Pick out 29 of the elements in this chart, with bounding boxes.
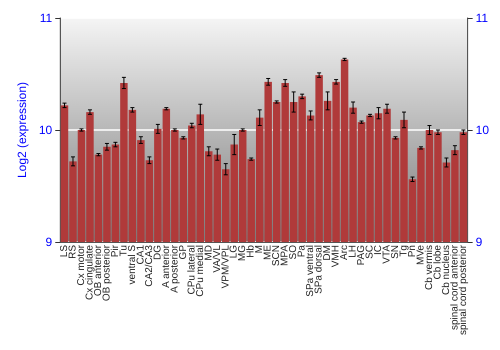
y-axis-title: Log2 (expression) <box>15 82 29 178</box>
x-tick-label: A posterior <box>169 244 180 293</box>
x-tick-label: RS <box>67 244 78 259</box>
x-tick-label: Pn <box>406 245 418 258</box>
y-tick-label: 10 <box>38 123 53 137</box>
x-tick-label: CA1 <box>135 244 146 264</box>
x-tick-label: OB anterior <box>92 244 104 296</box>
x-tick-label: Tu <box>118 245 130 256</box>
x-tick-label: Pir <box>110 244 121 258</box>
x-tick-label: A anterior <box>160 244 172 288</box>
x-tick-label: CPu medial <box>194 245 206 297</box>
y2-tick-label: 10 <box>476 123 490 137</box>
x-tick-label: ventral S <box>126 244 138 284</box>
y2-tick-label: 11 <box>476 11 488 25</box>
x-tick-label: Cb nucleus <box>440 245 452 296</box>
x-tick-label: GP <box>178 244 189 260</box>
x-tick-label: MVe <box>415 244 426 266</box>
x-tick-label: CA2/CA3 <box>144 244 155 287</box>
y-tick-label: 11 <box>40 11 53 25</box>
x-tick-label: Tg <box>398 245 410 257</box>
y2-tick-label: 9 <box>476 235 483 249</box>
x-tick-label: spinal cord anterior <box>449 244 460 330</box>
x-tick-label: Cx cingulate <box>84 244 96 300</box>
x-tick-label: LS <box>58 244 70 258</box>
y-tick-label: 9 <box>46 235 53 249</box>
x-tick-label: OB posterior <box>101 244 112 302</box>
x-tick-label: DG <box>152 244 164 260</box>
x-tick-label: Cb lobe <box>432 244 444 280</box>
x-tick-label: spinal cord posterior <box>458 244 469 336</box>
